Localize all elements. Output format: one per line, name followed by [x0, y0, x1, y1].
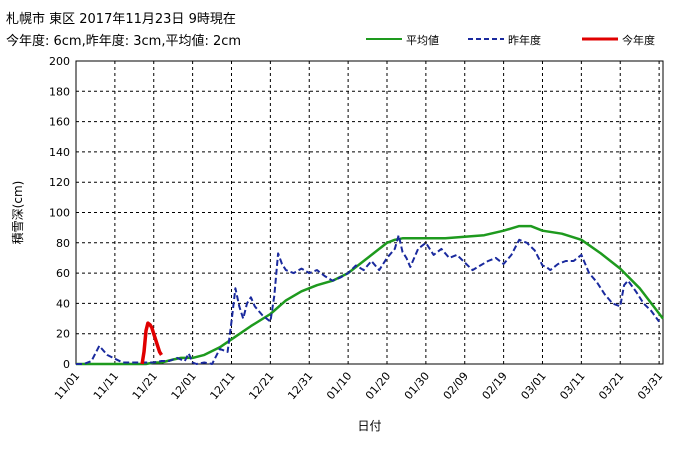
x-tick-label: 12/21 — [246, 370, 276, 403]
x-tick-label: 02/19 — [480, 370, 510, 403]
x-tick-label: 03/31 — [635, 370, 665, 403]
y-axis-ticks: 0 20 40 60 80 100 120 140 160 180 200 — [49, 55, 70, 371]
y-tick-label: 100 — [49, 207, 70, 220]
x-tick-label: 11/01 — [52, 370, 82, 403]
legend-swatch-this-year — [582, 37, 618, 41]
y-tick-label: 40 — [56, 297, 70, 310]
grid — [76, 61, 663, 364]
y-tick-label: 140 — [49, 146, 70, 159]
x-tick-label: 01/20 — [363, 370, 393, 403]
series-last-year-line — [76, 234, 660, 365]
x-tick-label: 01/30 — [402, 370, 432, 403]
x-tick-label: 03/21 — [596, 370, 626, 403]
y-tick-label: 0 — [63, 358, 70, 371]
x-tick-label: 03/11 — [557, 370, 587, 403]
x-tick-label: 03/01 — [518, 370, 548, 403]
x-tick-label: 12/11 — [207, 370, 237, 403]
chart-subtitle: 今年度: 6cm,昨年度: 3cm,平均値: 2cm — [6, 34, 242, 49]
y-tick-label: 200 — [49, 55, 70, 68]
y-tick-label: 80 — [56, 237, 70, 250]
y-tick-label: 60 — [56, 267, 70, 280]
chart-title: 札幌市 東区 2017年11月23日 9時現在 — [6, 12, 236, 27]
legend-item-last-year: 昨年度 — [466, 32, 558, 47]
x-tick-label: 01/10 — [324, 370, 354, 403]
legend-label-this-year: 今年度 — [622, 34, 655, 47]
series-this-year-line — [140, 321, 163, 365]
plot-area — [75, 60, 664, 365]
series-layer — [76, 224, 664, 366]
x-axis-ticks: 11/01 11/11 11/21 12/01 12/11 12/21 12/31 01/10… — [52, 370, 665, 403]
x-axis-label: 日付 — [357, 419, 381, 433]
legend-item-average: 平均値 — [364, 32, 456, 47]
y-tick-label: 20 — [56, 328, 70, 341]
y-tick-label: 160 — [49, 116, 70, 129]
y-axis-label: 積雪深(cm) — [10, 181, 25, 245]
x-tick-label: 11/11 — [91, 370, 121, 403]
y-tick-label: 180 — [49, 85, 70, 98]
y-tick-label: 120 — [49, 176, 70, 189]
legend-label-average: 平均値 — [406, 34, 439, 47]
legend-swatch-average — [366, 38, 402, 40]
legend-label-last-year: 昨年度 — [508, 34, 541, 47]
legend-item-this-year: 今年度 — [580, 32, 680, 47]
legend-swatch-last-year — [468, 38, 504, 40]
x-tick-label: 02/09 — [441, 370, 471, 403]
x-tick-label: 12/01 — [169, 370, 199, 403]
x-tick-label: 11/21 — [130, 370, 160, 403]
series-average-line — [76, 224, 664, 366]
x-tick-label: 12/31 — [285, 370, 315, 403]
